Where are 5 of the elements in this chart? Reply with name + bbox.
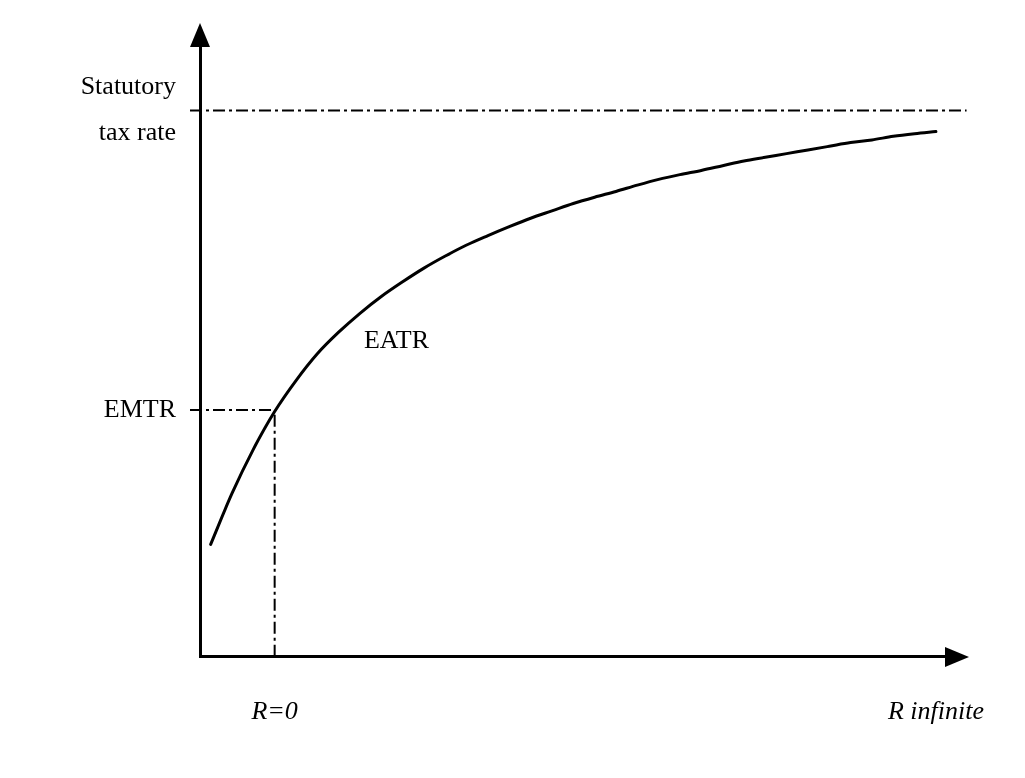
x-tick-label: R infinite (886, 696, 984, 726)
ref-line-label: Statutory tax rate (80, 71, 176, 147)
series-label: EATR (363, 324, 430, 354)
ref-line-label: EMTR (103, 393, 177, 423)
x-tick-label: R=0 (250, 696, 298, 726)
